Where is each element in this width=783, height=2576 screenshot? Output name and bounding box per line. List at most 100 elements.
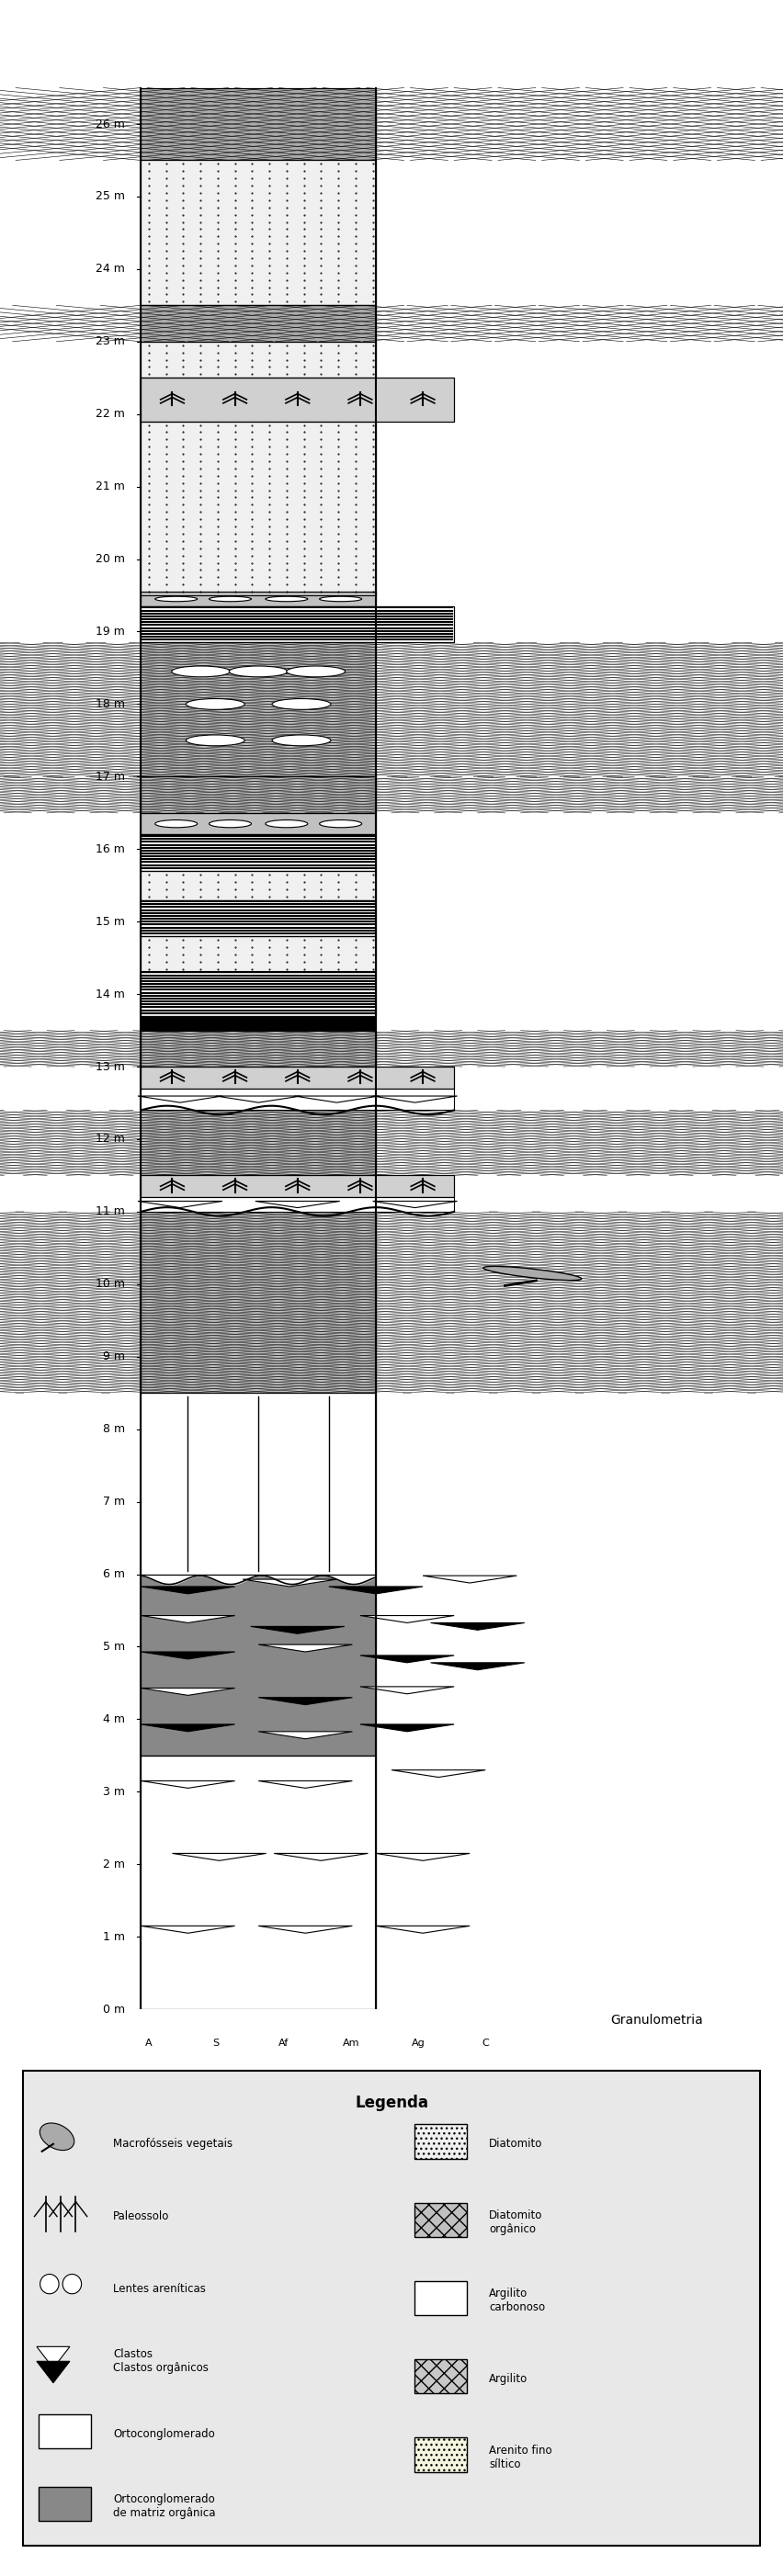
Text: 23 m: 23 m <box>96 335 125 348</box>
Text: Clastos
Clastos orgânicos: Clastos Clastos orgânicos <box>114 2349 209 2375</box>
Polygon shape <box>360 1615 454 1623</box>
Polygon shape <box>216 1095 301 1103</box>
Ellipse shape <box>272 734 330 747</box>
Text: 18 m: 18 m <box>96 698 125 711</box>
Bar <box>414 2125 467 2159</box>
Text: 8 m: 8 m <box>103 1422 125 1435</box>
Bar <box>141 1030 376 1066</box>
Text: Ag: Ag <box>411 2038 425 2048</box>
Polygon shape <box>37 2347 70 2367</box>
Bar <box>141 899 376 935</box>
Polygon shape <box>431 1662 525 1669</box>
Text: 19 m: 19 m <box>96 626 125 639</box>
Polygon shape <box>243 1579 337 1587</box>
Bar <box>141 1175 454 1198</box>
Bar <box>141 1015 376 1030</box>
Bar <box>141 88 376 160</box>
Polygon shape <box>138 1095 222 1103</box>
Bar <box>141 775 376 814</box>
Bar <box>141 775 376 814</box>
Text: Lentes areníticas: Lentes areníticas <box>114 2282 206 2295</box>
Text: 22 m: 22 m <box>96 407 125 420</box>
Text: 25 m: 25 m <box>96 191 125 204</box>
Ellipse shape <box>483 1267 582 1280</box>
Bar <box>141 1030 376 1066</box>
Polygon shape <box>360 1723 454 1731</box>
Bar <box>141 1754 376 2009</box>
Ellipse shape <box>186 698 244 708</box>
Text: 17 m: 17 m <box>96 770 125 783</box>
Bar <box>141 605 454 641</box>
Ellipse shape <box>287 667 345 677</box>
Bar <box>141 1090 454 1110</box>
Polygon shape <box>423 1577 517 1582</box>
Bar <box>414 2202 467 2236</box>
Ellipse shape <box>171 667 230 677</box>
Bar <box>141 935 376 971</box>
Polygon shape <box>258 1780 352 1788</box>
Ellipse shape <box>265 598 308 603</box>
Bar <box>141 1574 376 1754</box>
Bar <box>141 871 376 899</box>
Bar <box>141 814 376 835</box>
Ellipse shape <box>265 819 308 827</box>
Bar <box>141 160 376 307</box>
Ellipse shape <box>319 598 362 603</box>
Bar <box>141 971 376 1015</box>
Bar <box>38 2414 91 2447</box>
Bar <box>141 379 454 422</box>
Polygon shape <box>141 1687 235 1695</box>
Text: 5 m: 5 m <box>103 1641 125 1654</box>
Polygon shape <box>141 1780 235 1788</box>
Bar <box>141 1574 376 1754</box>
Polygon shape <box>258 1731 352 1739</box>
Text: 1 m: 1 m <box>103 1932 125 1942</box>
Bar <box>141 88 376 160</box>
Bar <box>141 835 376 871</box>
Text: C: C <box>482 2038 489 2048</box>
Text: Paleossolo: Paleossolo <box>114 2210 170 2223</box>
Text: 7 m: 7 m <box>103 1497 125 1507</box>
Text: Ortoconglomerado
de matriz orgânica: Ortoconglomerado de matriz orgânica <box>114 2494 216 2519</box>
Polygon shape <box>392 1770 485 1777</box>
Text: 13 m: 13 m <box>96 1061 125 1072</box>
Text: 0 m: 0 m <box>103 2004 125 2014</box>
Bar <box>141 971 376 1015</box>
Polygon shape <box>138 1200 222 1208</box>
Text: Granulometria: Granulometria <box>611 2014 703 2027</box>
Ellipse shape <box>272 698 330 708</box>
Bar <box>141 379 454 422</box>
Polygon shape <box>360 1656 454 1662</box>
Bar <box>141 160 376 307</box>
Polygon shape <box>274 1852 368 1860</box>
Text: Arenito fino
síltico: Arenito fino síltico <box>489 2445 552 2470</box>
Text: 12 m: 12 m <box>96 1133 125 1146</box>
Bar <box>141 1066 454 1090</box>
Bar <box>141 1110 376 1175</box>
Text: 3 m: 3 m <box>103 1785 125 1798</box>
Polygon shape <box>431 1623 525 1631</box>
Ellipse shape <box>209 819 251 827</box>
Text: Ortoconglomerado: Ortoconglomerado <box>114 2427 215 2439</box>
Ellipse shape <box>63 2275 81 2293</box>
Bar <box>414 2437 467 2473</box>
Polygon shape <box>141 1587 235 1595</box>
Text: 11 m: 11 m <box>96 1206 125 1218</box>
Polygon shape <box>258 1643 352 1651</box>
Bar <box>141 592 376 605</box>
Polygon shape <box>294 1095 379 1103</box>
Text: 10 m: 10 m <box>96 1278 125 1291</box>
Polygon shape <box>360 1687 454 1695</box>
Bar <box>141 835 376 871</box>
Bar <box>141 1175 454 1198</box>
Text: Diatomito
orgânico: Diatomito orgânico <box>489 2210 543 2236</box>
Ellipse shape <box>155 598 197 603</box>
Polygon shape <box>141 1615 235 1623</box>
Text: 21 m: 21 m <box>96 482 125 492</box>
Ellipse shape <box>40 2123 74 2151</box>
Ellipse shape <box>155 819 197 827</box>
Bar <box>414 2360 467 2393</box>
Bar <box>141 307 376 343</box>
Polygon shape <box>376 1852 470 1860</box>
Ellipse shape <box>40 2275 59 2293</box>
